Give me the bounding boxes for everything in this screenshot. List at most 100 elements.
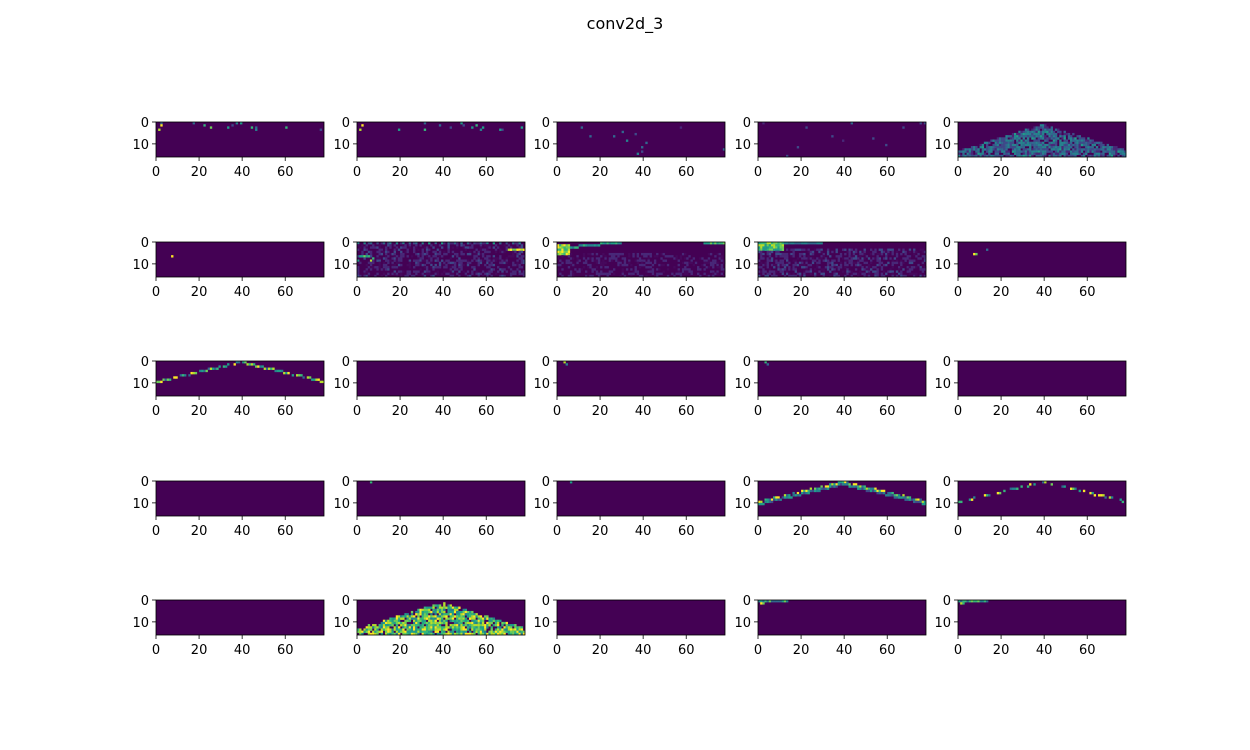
heatmap-cell [1009, 135, 1013, 138]
heatmap-cell [669, 255, 672, 258]
heatmap-cell [413, 617, 416, 620]
heatmap-cell [850, 485, 853, 488]
heatmap-cell [613, 268, 616, 271]
heatmap-cell [1001, 143, 1004, 147]
heatmap-cell [456, 615, 459, 618]
heatmap-cell [762, 257, 765, 260]
heatmap-cell [1117, 154, 1120, 158]
heatmap-cell [1026, 152, 1030, 156]
heatmap-cell [766, 246, 769, 249]
heatmap-cell [449, 626, 452, 629]
heatmap-cell [501, 259, 504, 262]
x-tick-label: 40 [635, 524, 652, 539]
heatmap-cell [503, 621, 506, 625]
heatmap-cell [421, 617, 424, 620]
heatmap-cell [453, 615, 457, 618]
heatmap-cell [960, 500, 963, 504]
heatmap-cell [471, 126, 474, 129]
heatmap-cell [1022, 146, 1025, 149]
heatmap-cell [413, 630, 416, 634]
heatmap-cell [722, 270, 726, 273]
heatmap-cell [786, 496, 789, 499]
heatmap-cell [634, 259, 637, 262]
heatmap-cell [923, 274, 927, 278]
heatmap-cell [1011, 141, 1015, 145]
heatmap-cell [488, 244, 491, 247]
heatmap-cell [768, 244, 772, 247]
heatmap-cell [363, 257, 366, 260]
heatmap-cell [904, 498, 907, 501]
heatmap-cell [445, 613, 448, 616]
heatmap-cell [595, 257, 599, 260]
heatmap-cell [651, 268, 655, 271]
heatmap-cell [820, 248, 823, 251]
heatmap-cell [908, 496, 912, 499]
heatmap-cell [878, 248, 881, 251]
heatmap-cell [417, 624, 420, 627]
heatmap-cell [417, 248, 420, 251]
heatmap-cell [651, 272, 655, 276]
heatmap-cell [218, 365, 221, 368]
y-tick-label: 10 [734, 258, 751, 273]
heatmap-cell [893, 257, 897, 260]
heatmap-cell [1033, 152, 1036, 156]
heatmap-cell [977, 600, 980, 603]
heatmap-cell [477, 263, 480, 267]
x-tick-label: 20 [793, 643, 810, 658]
heatmap-cell [863, 261, 866, 265]
heatmap-cell [973, 600, 976, 603]
heatmap-cell [395, 246, 399, 249]
heatmap-cell [400, 252, 403, 256]
heatmap-cell [872, 487, 875, 490]
heatmap-cell [1082, 143, 1086, 147]
heatmap-cell [378, 248, 381, 251]
heatmap-cell [460, 268, 463, 271]
heatmap-cell [613, 252, 616, 256]
heatmap-cell [408, 632, 412, 636]
heatmap-cell [1065, 132, 1069, 136]
heatmap-cell [484, 242, 487, 245]
heatmap-cell [1029, 132, 1032, 136]
heatmap-cell [1014, 150, 1017, 153]
heatmap-cell [1009, 139, 1013, 142]
heatmap-cell [387, 630, 390, 634]
heatmap-cell [436, 632, 440, 636]
heatmap-cell [257, 365, 260, 368]
heatmap-cell [417, 257, 420, 260]
heatmap-cell [811, 261, 815, 265]
heatmap-cell [499, 257, 502, 260]
panel-background [958, 361, 1126, 396]
heatmap-cell [891, 270, 894, 273]
heatmap-cell [462, 615, 465, 618]
heatmap-cell [990, 150, 993, 153]
heatmap-cell [1076, 139, 1079, 142]
heatmap-cell [561, 261, 564, 265]
heatmap-cell [666, 255, 670, 258]
heatmap-cell [192, 371, 195, 375]
heatmap-cell [1050, 152, 1053, 156]
heatmap-cell [705, 261, 708, 265]
heatmap-cell [908, 261, 912, 265]
heatmap-cell [986, 141, 989, 145]
heatmap-cell [768, 498, 772, 501]
x-tick-label: 0 [754, 285, 762, 300]
heatmap-cell [402, 630, 405, 634]
heatmap-cell [829, 266, 832, 269]
heatmap-cell [850, 248, 853, 251]
heatmap-cell [494, 632, 498, 636]
heatmap-cell [1078, 148, 1081, 151]
heatmap-cell [438, 244, 442, 247]
heatmap-cell [822, 259, 825, 262]
heatmap-cell [656, 252, 659, 256]
heatmap-cell [1052, 137, 1056, 140]
heatmap-cell [443, 261, 446, 265]
heatmap-cell [1057, 137, 1060, 140]
heatmap-cell [712, 272, 715, 276]
heatmap-cell [363, 630, 366, 634]
heatmap-cell [380, 274, 384, 278]
heatmap-cell [1022, 143, 1025, 147]
heatmap-cell [494, 619, 498, 623]
heatmap-cell [473, 266, 476, 269]
heatmap-cell [436, 248, 440, 251]
heatmap-cell [803, 248, 806, 251]
